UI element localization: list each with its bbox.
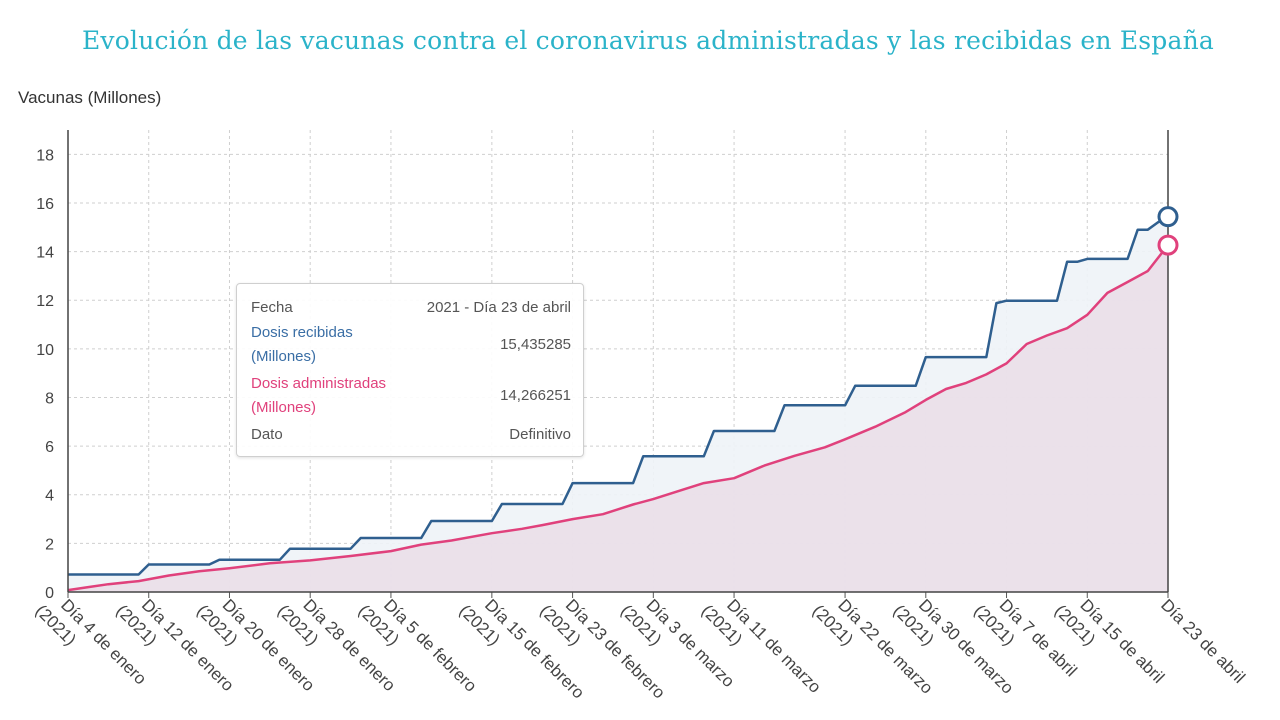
- tooltip-data-type-value: Definitivo: [509, 426, 571, 443]
- y-tick-label: 14: [36, 245, 54, 262]
- y-axis-label: Vacunas (Millones): [18, 88, 162, 107]
- x-tick-labels: Día 4 de enero(2021) Día 12 de enero(2021…: [32, 585, 1249, 713]
- y-tick-labels: 0 2 4 6 8 10 12 14 16 18: [36, 147, 54, 602]
- tooltip-received-label: Dosis recibidas (Millones): [251, 321, 353, 369]
- x-tick-label: Día 3 de marzo(2021): [617, 585, 738, 706]
- end-markers: [1157, 206, 1179, 256]
- x-tick-label: Día 20 de enero(2021): [193, 585, 318, 710]
- series-line-received: [68, 215, 1169, 576]
- end-marker-administered: [1157, 234, 1179, 256]
- y-tick-label: 2: [45, 536, 54, 553]
- x-tick-label: Día 28 de enero(2021): [274, 585, 399, 710]
- y-tick-label: 8: [45, 390, 54, 407]
- chart-title: Evolución de las vacunas contra el coron…: [81, 26, 1215, 55]
- x-tick-label-line1: Día 11 de marzo: [723, 595, 824, 696]
- x-tick-label: Día 4 de enero(2021): [32, 585, 150, 703]
- x-tick-label: Día 12 de enero(2021): [112, 585, 237, 710]
- tooltip-administered-value: 14,266251: [500, 387, 571, 404]
- x-tick-label-line1: Día 23 de abril: [1157, 595, 1249, 687]
- tooltip-date-label: Fecha: [251, 299, 293, 316]
- y-tick-label: 0: [45, 585, 54, 602]
- y-tick-label: 16: [36, 196, 54, 213]
- y-tick-label: 10: [36, 342, 54, 359]
- tooltip-administered-label-line1: Dosis administradas: [251, 375, 387, 392]
- x-tick-label: Día 11 de marzo(2021): [698, 585, 825, 712]
- x-tick-label: Día 23 de abril: [1157, 595, 1249, 687]
- y-tick-label: 4: [45, 488, 54, 505]
- tooltip-received-value: 15,435285: [500, 336, 571, 353]
- series-area-administered: [68, 245, 1168, 592]
- y-tick-label: 12: [36, 293, 54, 310]
- tooltip-data-type-label: Dato: [251, 426, 283, 443]
- series-line-administered: [67, 244, 1169, 592]
- data-tooltip: Fecha 2021 - Día 23 de abril Dosis recib…: [236, 283, 584, 457]
- x-tick-label: Día 22 de marzo(2021): [809, 585, 937, 713]
- axes: [67, 130, 1169, 598]
- x-tick-label: Día 5 de febrero(2021): [355, 585, 481, 711]
- series-lines: [67, 215, 1169, 592]
- y-tick-label: 18: [36, 147, 54, 164]
- end-marker-received: [1157, 206, 1179, 228]
- tooltip-date-value: 2021 - Día 23 de abril: [426, 299, 571, 316]
- tooltip-received-label-line1: Dosis recibidas: [251, 324, 353, 341]
- tooltip-administered-label: Dosis administradas (Millones): [251, 372, 386, 420]
- tooltip-received-label-line2: (Millones): [251, 348, 317, 365]
- y-tick-label: 6: [45, 439, 54, 456]
- tooltip-administered-label-line2: (Millones): [251, 399, 317, 416]
- x-tick-label: Día 15 de abril(2021): [1051, 585, 1168, 702]
- x-tick-label: Día 30 de marzo(2021): [890, 585, 1018, 713]
- series-areas: [68, 216, 1168, 592]
